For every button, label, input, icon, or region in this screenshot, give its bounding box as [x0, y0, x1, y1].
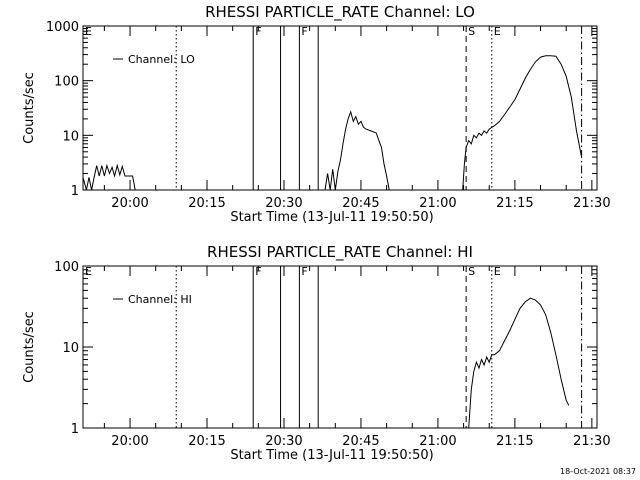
event-marker-label: F	[255, 265, 261, 278]
event-marker-label: S	[468, 25, 475, 38]
x-tick-label: 20:45	[342, 196, 379, 211]
event-marker-label: F	[301, 265, 307, 278]
x-tick-label: 21:15	[496, 434, 533, 449]
event-marker-label: F	[255, 25, 261, 38]
x-tick-label: 21:30	[573, 196, 610, 211]
x-tick-label: 21:00	[419, 196, 456, 211]
x-tick-label: 20:00	[111, 196, 148, 211]
event-marker-label: S	[468, 265, 475, 278]
data-series-line	[83, 166, 135, 190]
y-tick-label: 10	[62, 341, 79, 356]
x-tick-label: 20:30	[265, 196, 302, 211]
legend-label: Channel: HI	[128, 293, 192, 306]
y-tick-label: 1	[71, 184, 79, 199]
y-axis-label: Counts/sec	[22, 311, 37, 383]
legend-label: Channel: LO	[128, 53, 195, 66]
footer-timestamp: 18-Oct-2021 08:37	[560, 467, 636, 476]
y-tick-label: 1000	[46, 20, 79, 35]
event-marker-label: E	[85, 265, 92, 278]
x-tick-label: 20:15	[188, 196, 225, 211]
chart-title: RHESSI PARTICLE_RATE Channel: LO	[205, 3, 475, 22]
event-marker-label: E	[494, 25, 501, 38]
x-tick-label: 21:00	[419, 434, 456, 449]
y-tick-label: 10	[62, 129, 79, 144]
x-axis-label: Start Time (13-Jul-11 19:50:50)	[230, 448, 433, 463]
plot-frame	[83, 266, 597, 428]
event-marker-label: E	[85, 25, 92, 38]
x-tick-label: 20:30	[265, 434, 302, 449]
y-tick-label: 100	[54, 75, 79, 90]
data-series-line	[325, 112, 389, 190]
data-series-line	[469, 298, 569, 428]
event-marker-label: F	[301, 25, 307, 38]
x-tick-label: 21:30	[573, 434, 610, 449]
x-tick-label: 20:00	[111, 434, 148, 449]
y-axis-label: Counts/sec	[22, 72, 37, 144]
x-tick-label: 20:15	[188, 434, 225, 449]
x-tick-label: 20:45	[342, 434, 379, 449]
plot-frame	[83, 26, 597, 190]
chart-panel-1: RHESSI PARTICLE_RATE Channel: LO 1 10 100 10…	[22, 3, 611, 225]
x-tick-label: 21:15	[496, 196, 533, 211]
event-marker-label: E	[494, 265, 501, 278]
y-tick-label: 100	[54, 260, 79, 275]
chart-title: RHESSI PARTICLE_RATE Channel: HI	[207, 243, 473, 262]
chart-panel-2: RHESSI PARTICLE_RATE Channel: HI 1 10 100 20…	[22, 243, 611, 463]
data-series-line	[463, 56, 582, 190]
y-tick-label: 1	[71, 422, 79, 437]
x-axis-label: Start Time (13-Jul-11 19:50:50)	[230, 210, 433, 225]
